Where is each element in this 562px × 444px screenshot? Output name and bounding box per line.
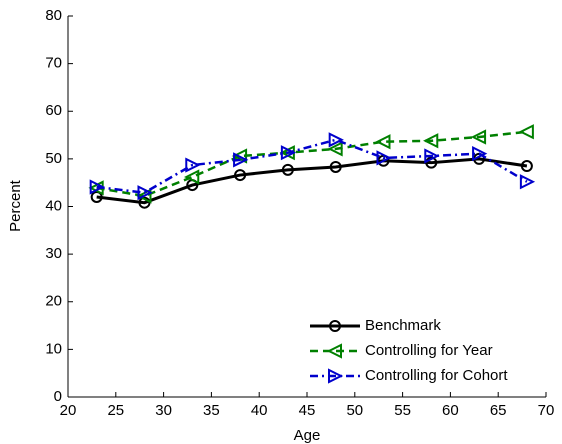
y-tick-label: 50 — [45, 150, 62, 167]
marker — [425, 156, 438, 169]
legend-label: Benchmark — [365, 317, 441, 334]
y-tick-label: 30 — [45, 245, 62, 262]
x-tick-label: 35 — [203, 402, 220, 419]
x-axis-label: Age — [294, 427, 321, 444]
legend-marker — [329, 320, 341, 332]
marker — [281, 163, 294, 176]
legend-marker — [326, 343, 342, 359]
legend-marker — [328, 368, 344, 384]
marker — [518, 124, 534, 140]
y-tick-label: 80 — [45, 7, 62, 24]
x-tick-label: 20 — [60, 402, 77, 419]
x-tick-label: 50 — [346, 402, 363, 419]
y-tick-label: 20 — [45, 293, 62, 310]
marker — [423, 133, 439, 149]
x-tick-label: 55 — [394, 402, 411, 419]
y-tick-label: 70 — [45, 55, 62, 72]
series-line — [96, 138, 528, 194]
marker — [234, 169, 247, 182]
marker — [520, 160, 533, 173]
marker — [137, 185, 153, 201]
marker — [376, 150, 392, 166]
x-tick-label: 60 — [442, 402, 459, 419]
marker — [233, 152, 249, 168]
y-tick-label: 40 — [45, 197, 62, 214]
x-tick-label: 70 — [538, 402, 555, 419]
marker — [138, 196, 151, 209]
x-tick-label: 40 — [251, 402, 268, 419]
series-line — [96, 130, 528, 198]
x-tick-label: 45 — [299, 402, 316, 419]
marker — [519, 174, 536, 190]
y-axis-label: Percent — [7, 179, 24, 232]
marker — [375, 134, 391, 150]
marker — [327, 141, 343, 157]
y-tick-label: 0 — [54, 388, 62, 405]
marker — [424, 148, 440, 164]
x-tick-label: 25 — [107, 402, 124, 419]
marker — [470, 129, 487, 145]
marker — [329, 160, 342, 173]
x-tick-label: 30 — [155, 402, 172, 419]
legend-label: Controlling for Year — [365, 342, 493, 359]
y-tick-label: 10 — [45, 340, 62, 357]
series-line — [96, 157, 528, 205]
y-tick-label: 60 — [45, 102, 62, 119]
marker — [280, 145, 297, 161]
marker — [185, 157, 201, 173]
marker — [184, 169, 200, 185]
legend-label: Controlling for Cohort — [365, 367, 508, 384]
marker — [328, 132, 344, 148]
marker — [472, 146, 488, 162]
x-tick-label: 65 — [490, 402, 507, 419]
marker — [89, 179, 105, 195]
